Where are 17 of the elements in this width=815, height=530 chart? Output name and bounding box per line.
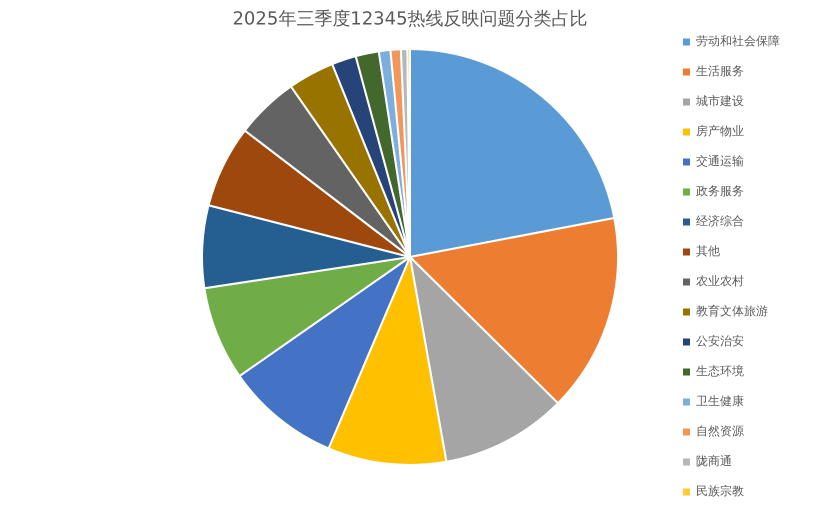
- legend-label: 交通运输: [696, 154, 744, 168]
- legend-label: 陇商通: [696, 454, 732, 468]
- legend-label: 劳动和社会保障: [696, 34, 780, 48]
- legend-label: 教育文体旅游: [696, 304, 768, 318]
- legend-label: 城市建设: [695, 94, 744, 108]
- chart-title: 2025年三季度12345热线反映问题分类占比: [232, 8, 588, 30]
- legend-label: 生活服务: [696, 64, 744, 78]
- legend-label: 卫生健康: [696, 394, 744, 408]
- legend-label: 房产物业: [696, 124, 744, 138]
- legend-label: 政务服务: [696, 184, 744, 198]
- legend-label: 其他: [696, 244, 720, 258]
- legend-label: 农业农村: [696, 274, 744, 288]
- legend-label: 经济综合: [696, 214, 744, 228]
- legend-label: 生态环境: [696, 364, 744, 378]
- legend-label: 民族宗教: [696, 484, 744, 498]
- legend-label: 公安治安: [696, 334, 744, 348]
- legend-label: 自然资源: [696, 424, 744, 438]
